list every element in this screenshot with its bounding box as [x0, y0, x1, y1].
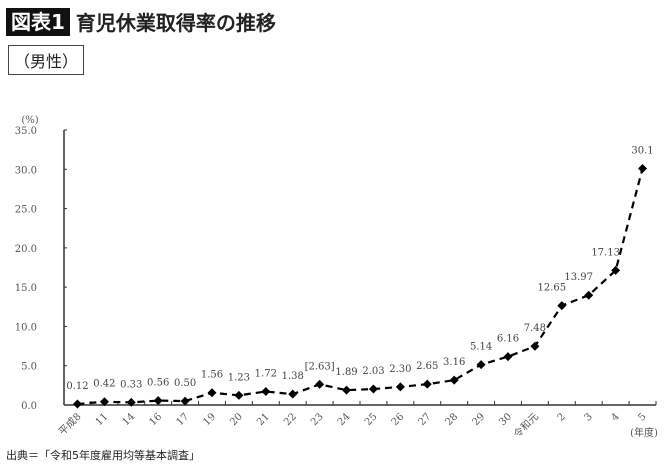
figure-badge: 図表1 — [6, 7, 70, 36]
data-point-marker — [288, 389, 298, 399]
x-tick-label: 27 — [417, 411, 434, 428]
data-point-marker — [72, 399, 82, 409]
data-label: 1.23 — [228, 372, 250, 383]
x-tick-label: 23 — [309, 411, 326, 428]
data-point-marker — [153, 396, 163, 406]
data-label: 1.89 — [335, 367, 357, 378]
data-line — [77, 168, 644, 406]
x-tick-label: 25 — [363, 411, 380, 428]
data-label: 3.16 — [443, 357, 465, 368]
y-tick-label: 15.0 — [15, 283, 37, 294]
x-tick-label: 28 — [444, 411, 461, 428]
data-point-marker — [99, 397, 109, 407]
data-label: 0.42 — [93, 379, 115, 390]
data-point-marker — [530, 341, 540, 351]
data-label: 0.33 — [120, 379, 142, 390]
y-tick-label: 35.0 — [15, 126, 37, 137]
data-label: 30.1 — [631, 146, 653, 157]
x-tick-label: 17 — [174, 411, 191, 428]
x-axis-unit: (年度) — [630, 426, 658, 439]
chart-header: 図表1 育児休業取得率の推移 — [6, 7, 276, 36]
source-note: 出典＝「令和5年度雇用均等基本調査」 — [6, 449, 200, 462]
x-tick-label: 22 — [282, 411, 299, 428]
data-label: 6.16 — [497, 334, 519, 345]
data-label: [2.63] — [305, 361, 335, 372]
x-tick-label: 20 — [228, 411, 245, 428]
data-label: 5.14 — [470, 342, 492, 353]
y-tick-label: 0.0 — [21, 401, 37, 412]
data-point-marker — [234, 390, 244, 400]
x-tick-label: 3 — [583, 411, 595, 423]
subtitle-box: （男性） — [8, 45, 84, 75]
data-label: 2.65 — [416, 361, 438, 372]
data-label: 2.03 — [362, 366, 384, 377]
data-point-marker — [503, 352, 513, 362]
chart-title: 育児休業取得率の推移 — [75, 11, 276, 35]
data-point-marker — [342, 385, 352, 395]
data-label: 0.50 — [174, 378, 196, 389]
data-label: 1.72 — [255, 368, 277, 379]
x-tick-label: 令和元 — [511, 410, 541, 440]
x-tick-label: 平成8 — [56, 411, 83, 438]
data-label: 0.56 — [147, 378, 169, 389]
data-label: 7.48 — [524, 323, 546, 334]
data-point-marker — [368, 384, 378, 394]
y-axis-unit: (%) — [21, 115, 38, 126]
x-tick-label: 29 — [470, 411, 487, 428]
data-point-marker — [611, 265, 621, 275]
data-point-marker — [638, 164, 648, 173]
data-label: 17.13 — [591, 247, 620, 258]
x-tick-label: 30 — [497, 411, 514, 428]
x-tick-label: 2 — [556, 411, 568, 423]
x-tick-label: 4 — [609, 411, 621, 423]
y-tick-label: 30.0 — [15, 165, 37, 176]
x-tick-label: 14 — [121, 411, 138, 428]
data-point-marker — [207, 388, 217, 398]
data-point-marker — [449, 375, 459, 385]
x-tick-label: 19 — [201, 411, 218, 428]
data-label: 1.56 — [201, 370, 223, 381]
y-tick-label: 25.0 — [15, 205, 37, 216]
x-tick-label: 21 — [255, 411, 272, 428]
data-point-marker — [180, 396, 190, 406]
x-tick-label: 24 — [336, 411, 353, 428]
x-tick-label: 11 — [94, 411, 111, 428]
x-tick-label: 5 — [636, 411, 648, 423]
data-point-marker — [395, 382, 405, 392]
data-label: 12.65 — [537, 283, 566, 294]
data-label: 1.38 — [282, 371, 304, 382]
x-tick-label: 26 — [390, 411, 407, 428]
data-label: 13.97 — [564, 272, 593, 283]
y-tick-label: 5.0 — [21, 362, 37, 373]
x-tick-label: 16 — [148, 411, 165, 428]
data-point-marker — [476, 360, 486, 370]
data-point-marker — [557, 301, 567, 311]
data-point-marker — [584, 290, 594, 300]
data-label: 2.30 — [389, 364, 411, 375]
data-point-marker — [261, 386, 271, 396]
y-tick-label: 10.0 — [15, 322, 37, 333]
data-label: 0.12 — [66, 381, 88, 392]
y-tick-label: 20.0 — [15, 244, 37, 255]
data-point-marker — [126, 397, 136, 407]
data-point-marker — [422, 379, 432, 389]
data-point-marker — [315, 379, 325, 389]
